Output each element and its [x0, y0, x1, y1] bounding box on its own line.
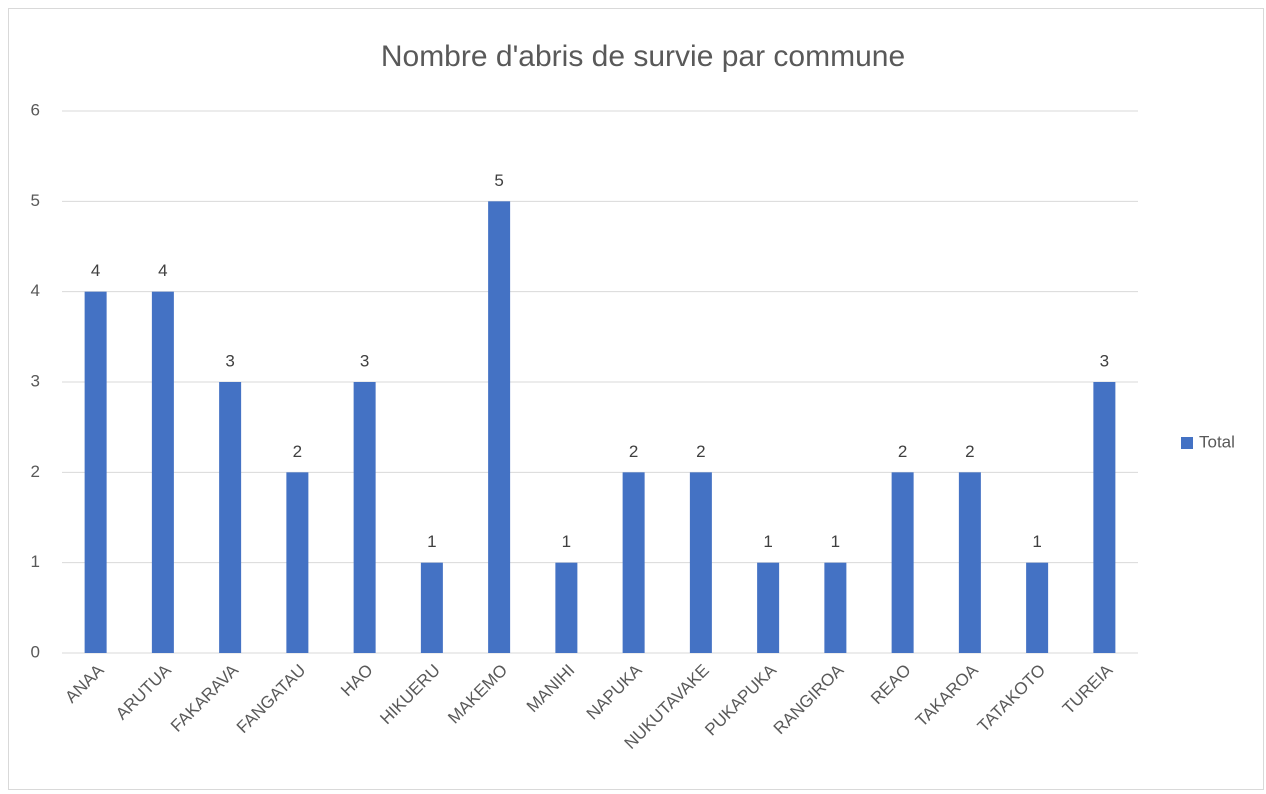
- bar: [1093, 382, 1116, 653]
- data-label: 3: [360, 351, 369, 370]
- bar: [622, 472, 645, 653]
- data-label: 2: [696, 442, 705, 461]
- y-tick-label: 4: [31, 281, 40, 300]
- bar: [555, 562, 578, 653]
- bar: [219, 382, 242, 653]
- data-label: 3: [225, 351, 234, 370]
- data-label: 1: [562, 532, 571, 551]
- chart-frame: [8, 8, 1264, 790]
- data-label: 4: [158, 261, 167, 280]
- data-label: 1: [1032, 532, 1041, 551]
- chart-title: Nombre d'abris de survie par commune: [381, 40, 905, 73]
- data-label: 4: [91, 261, 100, 280]
- data-label: 2: [898, 442, 907, 461]
- y-tick-label: 1: [31, 552, 40, 571]
- bar: [1026, 562, 1049, 653]
- y-tick-label: 3: [31, 371, 40, 390]
- data-label: 2: [293, 442, 302, 461]
- bar: [84, 291, 107, 653]
- bar: [891, 472, 914, 653]
- data-label: 1: [427, 532, 436, 551]
- bar: [824, 562, 847, 653]
- data-label: 2: [629, 442, 638, 461]
- bar: [286, 472, 309, 653]
- legend-label: Total: [1199, 432, 1235, 451]
- bar: [757, 562, 780, 653]
- y-tick-label: 6: [31, 100, 40, 119]
- legend-swatch: [1181, 437, 1193, 449]
- bar: [689, 472, 712, 653]
- bar: [420, 562, 443, 653]
- y-tick-label: 0: [31, 642, 40, 661]
- bar: [151, 291, 174, 653]
- y-tick-label: 2: [31, 462, 40, 481]
- bar: [958, 472, 981, 653]
- data-label: 1: [763, 532, 772, 551]
- bar: [488, 201, 511, 654]
- data-label: 5: [494, 171, 503, 190]
- data-label: 2: [965, 442, 974, 461]
- y-tick-label: 5: [31, 191, 40, 210]
- data-label: 3: [1100, 351, 1109, 370]
- data-label: 1: [831, 532, 840, 551]
- bar: [353, 382, 376, 653]
